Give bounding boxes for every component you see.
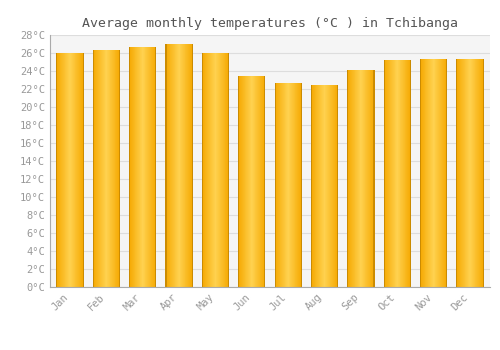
Title: Average monthly temperatures (°C ) in Tchibanga: Average monthly temperatures (°C ) in Tc… xyxy=(82,17,458,30)
Bar xyxy=(202,53,203,287)
Bar xyxy=(446,59,448,287)
Bar xyxy=(228,53,229,287)
Bar xyxy=(274,83,276,287)
Bar xyxy=(337,85,338,287)
Bar xyxy=(482,59,484,287)
Bar xyxy=(129,47,130,287)
Bar xyxy=(300,83,302,287)
Bar xyxy=(420,59,421,287)
Bar xyxy=(56,53,58,287)
Bar xyxy=(119,50,120,287)
Bar xyxy=(311,85,312,287)
Bar xyxy=(92,50,94,287)
Bar xyxy=(410,60,411,287)
Bar xyxy=(264,76,266,287)
Bar xyxy=(456,59,458,287)
Bar xyxy=(82,53,84,287)
Bar xyxy=(238,76,240,287)
